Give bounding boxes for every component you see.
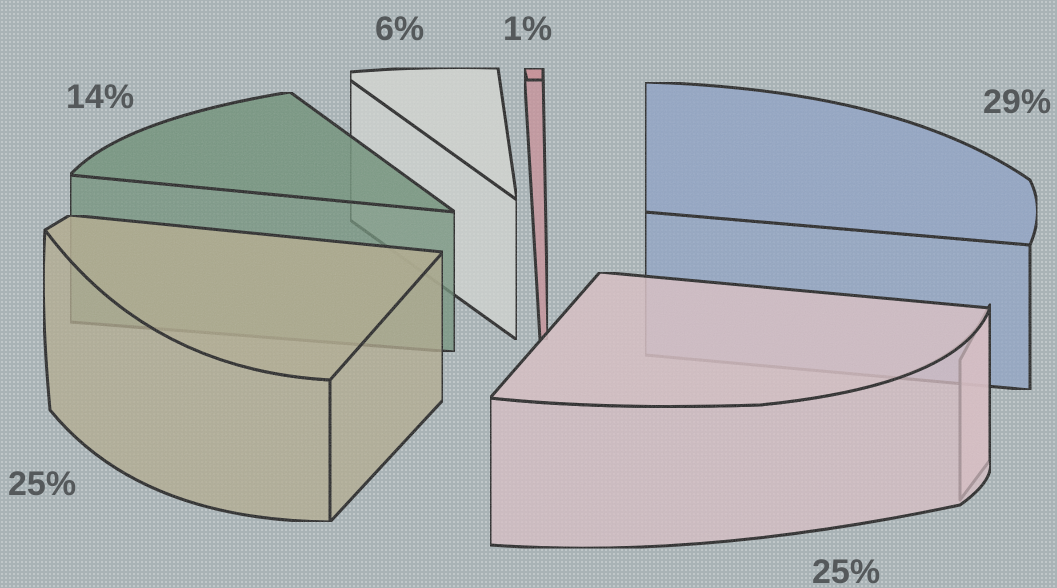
label-14: 14% <box>66 78 134 116</box>
label-1: 1% <box>503 10 552 48</box>
pie-slice-25-left <box>41 213 445 524</box>
pie-slice-25-right <box>488 270 993 550</box>
label-25-left: 25% <box>8 465 76 503</box>
label-6: 6% <box>375 10 424 48</box>
label-25-right: 25% <box>812 553 880 588</box>
label-29: 29% <box>983 83 1051 121</box>
pie-slice-29 <box>643 80 1039 392</box>
pie-slice-1 <box>522 66 550 342</box>
